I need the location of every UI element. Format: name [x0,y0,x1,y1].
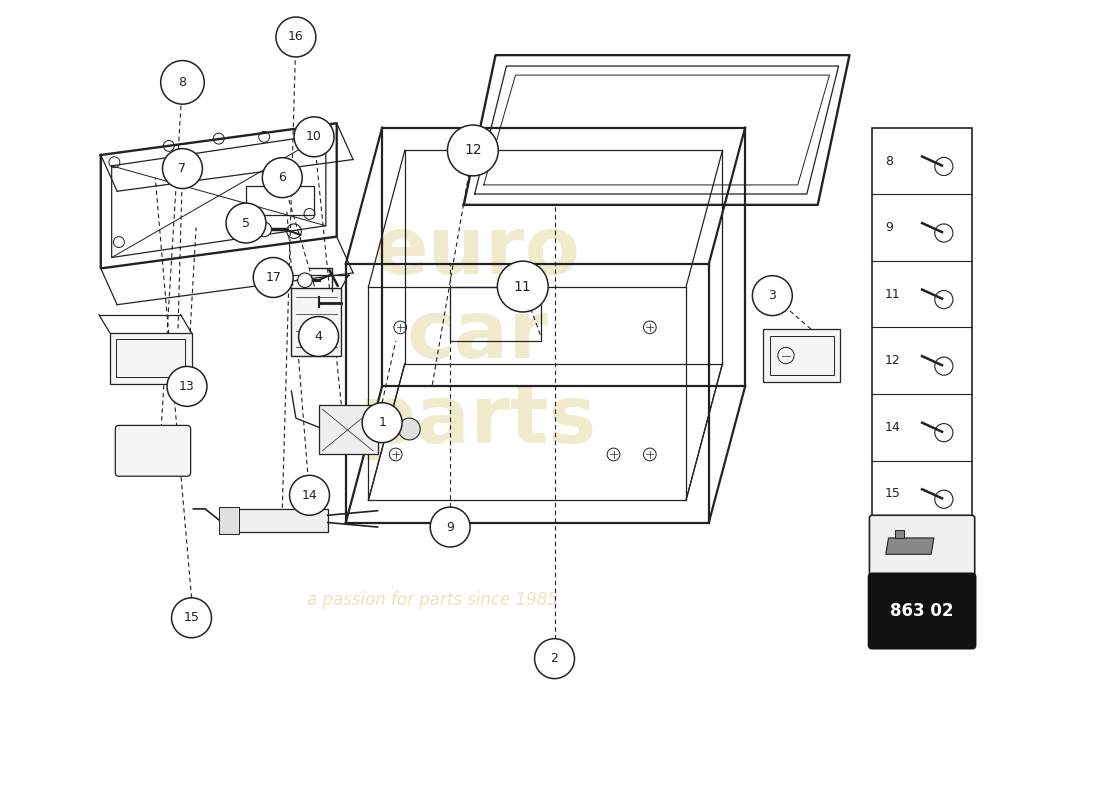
Text: 1: 1 [378,416,386,429]
Text: 4: 4 [315,330,322,343]
Text: a passion for parts since 1985: a passion for parts since 1985 [307,590,558,609]
Circle shape [289,475,330,515]
Text: 11: 11 [884,288,901,301]
Text: 5: 5 [242,217,250,230]
Circle shape [497,261,548,312]
Circle shape [430,507,470,547]
Circle shape [262,158,303,198]
Circle shape [226,203,266,243]
Text: 3: 3 [769,289,777,302]
Text: 13: 13 [179,380,195,393]
Circle shape [535,638,574,678]
FancyBboxPatch shape [869,515,975,575]
Circle shape [167,366,207,406]
Text: 8: 8 [884,154,893,167]
Text: 863 02: 863 02 [890,602,954,620]
Text: 7: 7 [178,162,187,175]
Circle shape [253,258,294,298]
Circle shape [257,222,272,237]
Bar [110,333,191,384]
Text: 15: 15 [884,487,901,500]
Text: 8: 8 [178,76,187,89]
Text: 15: 15 [184,611,199,624]
Text: 9: 9 [447,521,454,534]
Circle shape [294,117,334,157]
Circle shape [398,418,420,440]
Text: 12: 12 [884,354,901,367]
Bar [246,186,314,215]
Polygon shape [886,538,934,554]
Bar [450,286,541,341]
Text: 17: 17 [265,271,282,284]
Circle shape [276,17,316,57]
Bar [770,335,834,375]
Text: euro
car
parts: euro car parts [359,214,596,459]
Text: 2: 2 [551,652,559,665]
FancyBboxPatch shape [869,574,976,649]
Text: 9: 9 [884,221,893,234]
Text: 10: 10 [306,130,322,143]
Circle shape [362,402,403,442]
Circle shape [298,273,312,287]
Bar [236,509,328,531]
Circle shape [298,317,339,357]
Polygon shape [895,530,904,538]
Circle shape [172,598,211,638]
Bar [292,288,341,357]
Bar [763,330,840,382]
Circle shape [752,276,792,316]
Text: 16: 16 [288,30,304,43]
Circle shape [448,125,498,176]
Text: 12: 12 [464,143,482,158]
Text: 14: 14 [884,421,901,434]
Bar [219,507,239,534]
Bar [117,339,185,378]
FancyBboxPatch shape [116,426,190,476]
Text: 14: 14 [301,489,318,502]
Text: 11: 11 [514,279,531,294]
Bar [319,405,377,454]
Circle shape [161,61,205,104]
Bar [872,128,972,527]
Circle shape [163,149,202,189]
Text: 6: 6 [278,171,286,184]
